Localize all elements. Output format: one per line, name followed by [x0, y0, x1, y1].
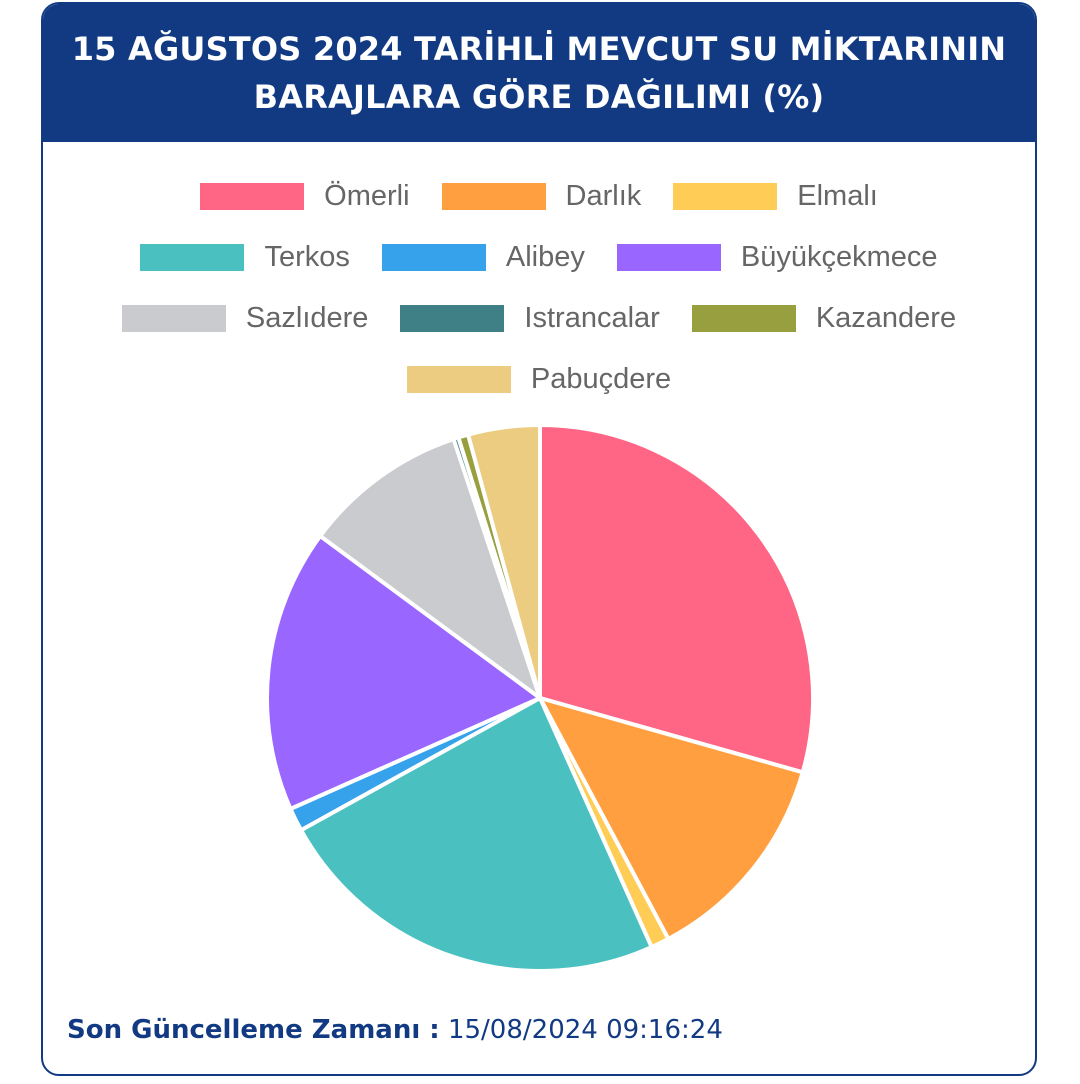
chart-legend: Ömerli Darlık Elmalı Terkos Alibey Büyükçekme… [43, 166, 1035, 410]
legend-label: Darlık [565, 180, 642, 212]
pie-slice[interactable] [466, 423, 542, 700]
legend-label: Büyükçekmece [740, 241, 938, 273]
legend-label: Istrancalar [524, 302, 660, 334]
legend-swatch [400, 305, 505, 332]
legend-item[interactable]: Pabuçdere [406, 363, 672, 396]
legend-swatch [441, 183, 546, 210]
pie-slice[interactable] [538, 696, 805, 941]
legend-swatch [140, 244, 245, 271]
legend-item[interactable]: Sazlıdere [121, 302, 369, 335]
legend-item[interactable]: Darlık [441, 180, 642, 213]
chart-title-line1: 15 AĞUSTOS 2024 TARİHLİ MEVCUT SU MİKTAR… [71, 30, 1007, 68]
chart-header: 15 AĞUSTOS 2024 TARİHLİ MEVCUT SU MİKTAR… [43, 4, 1035, 142]
legend-item[interactable]: Elmalı [673, 180, 878, 213]
legend-swatch [121, 305, 226, 332]
last-update-label: Son Güncelleme Zamanı : [67, 1015, 440, 1045]
legend-item[interactable]: Terkos [140, 241, 350, 274]
legend-label: Ömerli [324, 180, 410, 212]
last-update: Son Güncelleme Zamanı : 15/08/2024 09:16… [67, 1014, 723, 1045]
legend-swatch [200, 183, 305, 210]
legend-label: Terkos [264, 241, 350, 273]
legend-swatch [691, 305, 796, 332]
legend-item[interactable]: Büyükçekmece [616, 241, 938, 274]
legend-row: Terkos Alibey Büyükçekmece [43, 227, 1035, 288]
legend-item[interactable]: Istrancalar [400, 302, 660, 335]
legend-swatch [381, 244, 486, 271]
legend-item[interactable]: Kazandere [691, 302, 957, 335]
pie-slice[interactable] [299, 696, 654, 973]
last-update-value: 15/08/2024 09:16:24 [439, 1015, 723, 1045]
legend-item[interactable]: Ömerli [200, 180, 410, 213]
legend-item[interactable]: Alibey [381, 241, 585, 274]
legend-swatch [406, 366, 511, 393]
legend-row: Pabuçdere [43, 349, 1035, 410]
legend-row: Sazlıdere Istrancalar Kazandere [43, 288, 1035, 349]
legend-label: Alibey [505, 241, 585, 273]
legend-label: Pabuçdere [530, 363, 672, 395]
pie-slice[interactable] [318, 437, 542, 700]
legend-label: Kazandere [815, 302, 957, 334]
chart-title: 15 AĞUSTOS 2024 TARİHLİ MEVCUT SU MİKTAR… [69, 25, 1009, 121]
pie-slice[interactable] [265, 534, 542, 811]
legend-swatch [673, 183, 778, 210]
legend-swatch [616, 244, 721, 271]
chart-title-line2: BARAJLARA GÖRE DAĞILIMI (%) [253, 78, 825, 116]
legend-label: Sazlıdere [245, 302, 369, 334]
legend-label: Elmalı [797, 180, 878, 212]
legend-row: Ömerli Darlık Elmalı [43, 166, 1035, 227]
pie-slice[interactable] [538, 423, 815, 775]
